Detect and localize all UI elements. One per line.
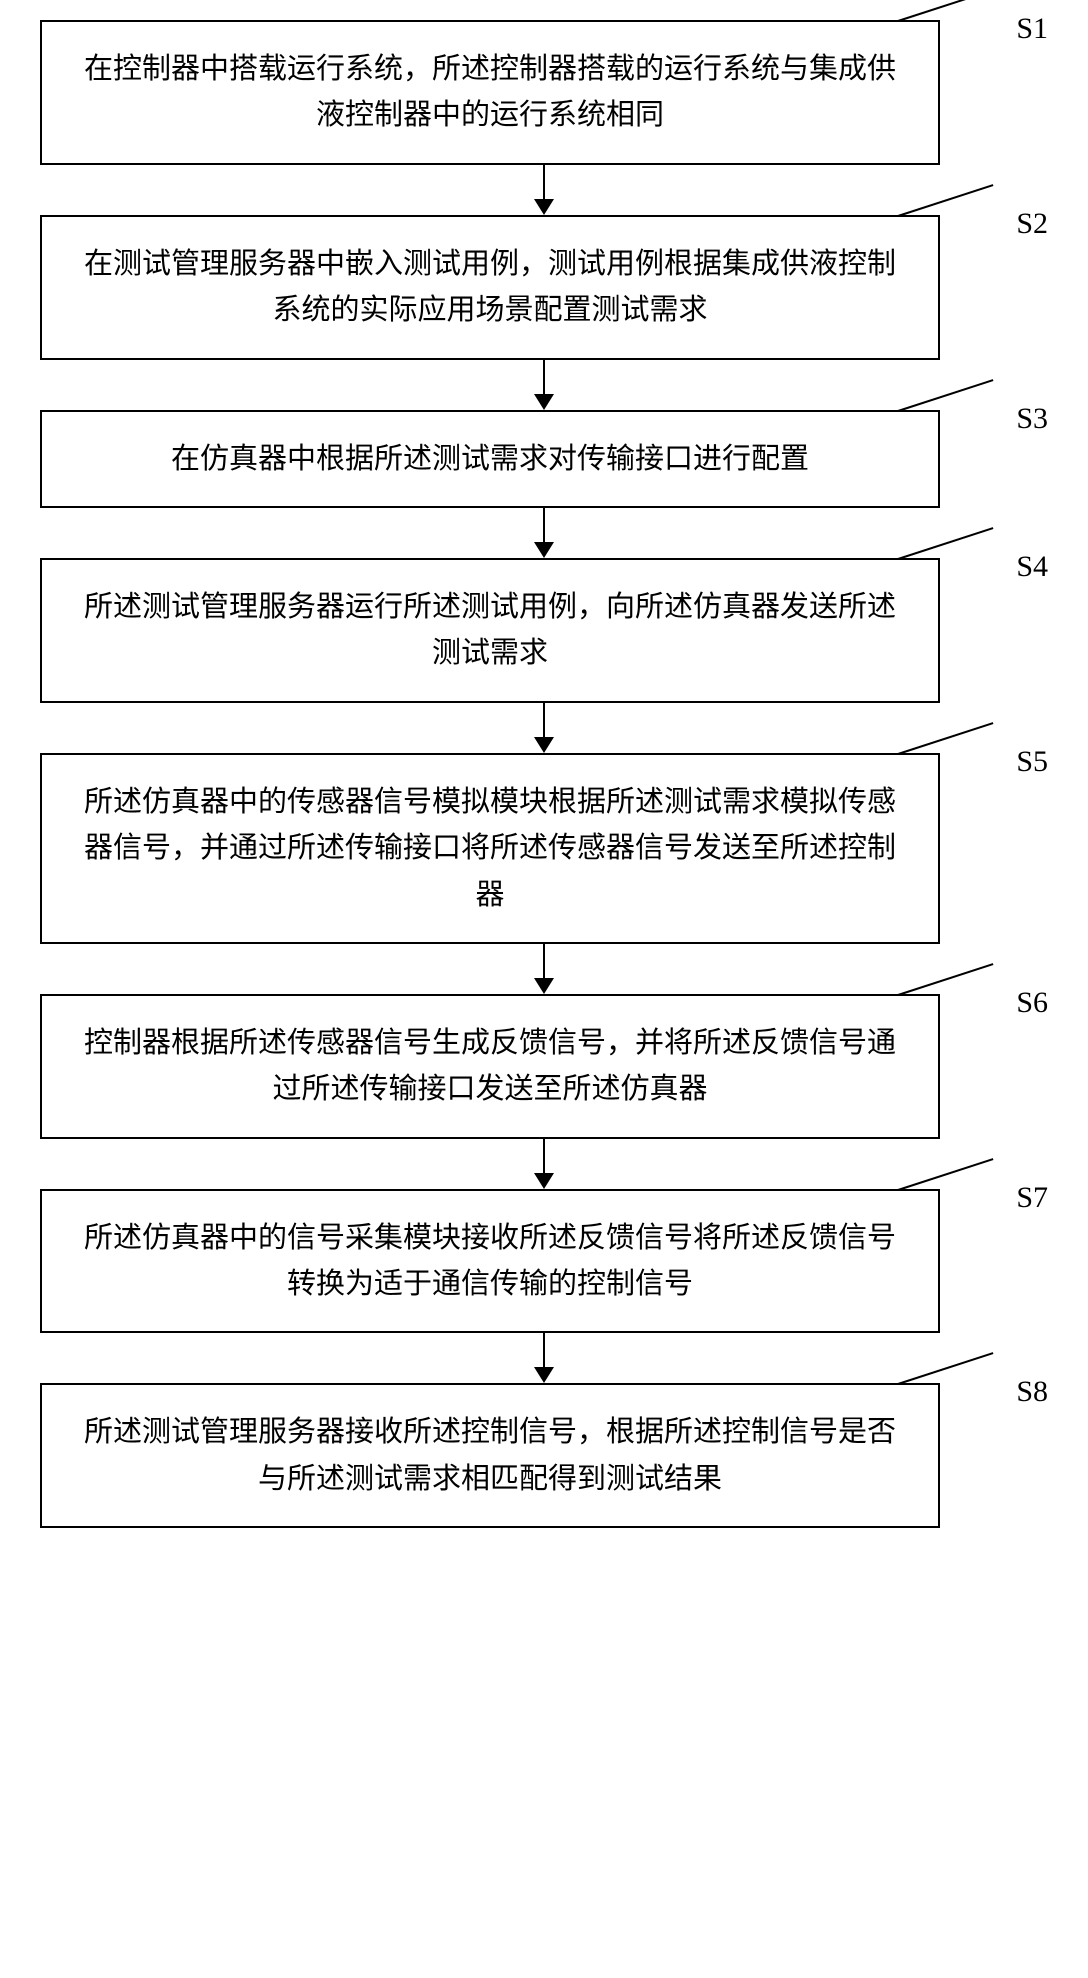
flowchart-arrow — [94, 703, 994, 753]
flowchart-arrow-head-icon — [534, 394, 554, 410]
flowchart-label-wrapper: S3 — [908, 410, 1048, 440]
flowchart-arrow-head-icon — [534, 199, 554, 215]
flowchart-step-label: S8 — [1016, 1375, 1048, 1409]
flowchart-step-row: 在控制器中搭载运行系统，所述控制器搭载的运行系统与集成供液控制器中的运行系统相同… — [40, 20, 1048, 165]
flowchart-step-row: 在仿真器中根据所述测试需求对传输接口进行配置 S3 — [40, 410, 1048, 508]
flowchart-step-text: 在控制器中搭载运行系统，所述控制器搭载的运行系统与集成供液控制器中的运行系统相同 — [72, 46, 908, 139]
flowchart-step-text: 在测试管理服务器中嵌入测试用例，测试用例根据集成供液控制系统的实际应用场景配置测… — [72, 241, 908, 334]
flowchart-step-label: S4 — [1016, 550, 1048, 584]
flowchart-step-box: 所述测试管理服务器运行所述测试用例，向所述仿真器发送所述测试需求 — [40, 558, 940, 703]
flowchart-label-wrapper: S7 — [908, 1189, 1048, 1219]
flowchart-step-box: 在仿真器中根据所述测试需求对传输接口进行配置 — [40, 410, 940, 508]
flowchart-arrow-head-icon — [534, 737, 554, 753]
flowchart-step-text: 所述仿真器中的信号采集模块接收所述反馈信号将所述反馈信号转换为适于通信传输的控制… — [72, 1215, 908, 1308]
flowchart-label-wrapper: S6 — [908, 994, 1048, 1024]
flowchart-step-box: 所述测试管理服务器接收所述控制信号，根据所述控制信号是否与所述测试需求相匹配得到… — [40, 1383, 940, 1528]
flowchart-step-row: 在测试管理服务器中嵌入测试用例，测试用例根据集成供液控制系统的实际应用场景配置测… — [40, 215, 1048, 360]
flowchart-step-box: 在控制器中搭载运行系统，所述控制器搭载的运行系统与集成供液控制器中的运行系统相同 — [40, 20, 940, 165]
flowchart-arrow — [94, 508, 994, 558]
flowchart-step-label: S5 — [1016, 745, 1048, 779]
flowchart-label-wrapper: S1 — [908, 20, 1048, 50]
flowchart-arrow-line — [543, 508, 545, 542]
flowchart-arrow — [94, 165, 994, 215]
flowchart-arrow-head-icon — [534, 1173, 554, 1189]
flowchart-arrow-head-icon — [534, 542, 554, 558]
flowchart-step-text: 所述仿真器中的传感器信号模拟模块根据所述测试需求模拟传感器信号，并通过所述传输接… — [72, 779, 908, 918]
flowchart-arrow-line — [543, 1139, 545, 1173]
flowchart-arrow-line — [543, 165, 545, 199]
flowchart-arrow-head-icon — [534, 1367, 554, 1383]
flowchart-arrow-line — [543, 944, 545, 978]
flowchart-label-wrapper: S4 — [908, 558, 1048, 588]
flowchart-label-wrapper: S2 — [908, 215, 1048, 245]
flowchart-container: 在控制器中搭载运行系统，所述控制器搭载的运行系统与集成供液控制器中的运行系统相同… — [40, 20, 1048, 1528]
flowchart-label-wrapper: S5 — [908, 753, 1048, 783]
flowchart-step-box: 所述仿真器中的传感器信号模拟模块根据所述测试需求模拟传感器信号，并通过所述传输接… — [40, 753, 940, 944]
flowchart-step-label: S6 — [1016, 986, 1048, 1020]
flowchart-step-box: 控制器根据所述传感器信号生成反馈信号，并将所述反馈信号通过所述传输接口发送至所述… — [40, 994, 940, 1139]
flowchart-step-label: S3 — [1016, 402, 1048, 436]
flowchart-step-text: 控制器根据所述传感器信号生成反馈信号，并将所述反馈信号通过所述传输接口发送至所述… — [72, 1020, 908, 1113]
flowchart-step-label: S2 — [1016, 207, 1048, 241]
flowchart-step-box: 在测试管理服务器中嵌入测试用例，测试用例根据集成供液控制系统的实际应用场景配置测… — [40, 215, 940, 360]
flowchart-step-text: 在仿真器中根据所述测试需求对传输接口进行配置 — [171, 436, 809, 482]
flowchart-arrow — [94, 1333, 994, 1383]
flowchart-arrow-line — [543, 1333, 545, 1367]
flowchart-step-box: 所述仿真器中的信号采集模块接收所述反馈信号将所述反馈信号转换为适于通信传输的控制… — [40, 1189, 940, 1334]
flowchart-label-connector-line — [898, 0, 994, 22]
flowchart-step-row: 所述测试管理服务器运行所述测试用例，向所述仿真器发送所述测试需求S4 — [40, 558, 1048, 703]
flowchart-arrow-line — [543, 360, 545, 394]
flowchart-arrow — [94, 360, 994, 410]
flowchart-label-wrapper: S8 — [908, 1383, 1048, 1413]
flowchart-step-row: 控制器根据所述传感器信号生成反馈信号，并将所述反馈信号通过所述传输接口发送至所述… — [40, 994, 1048, 1139]
flowchart-step-label: S1 — [1016, 12, 1048, 46]
flowchart-step-row: 所述测试管理服务器接收所述控制信号，根据所述控制信号是否与所述测试需求相匹配得到… — [40, 1383, 1048, 1528]
flowchart-step-row: 所述仿真器中的信号采集模块接收所述反馈信号将所述反馈信号转换为适于通信传输的控制… — [40, 1189, 1048, 1334]
flowchart-step-text: 所述测试管理服务器接收所述控制信号，根据所述控制信号是否与所述测试需求相匹配得到… — [72, 1409, 908, 1502]
flowchart-step-text: 所述测试管理服务器运行所述测试用例，向所述仿真器发送所述测试需求 — [72, 584, 908, 677]
flowchart-arrow — [94, 944, 994, 994]
flowchart-step-row: 所述仿真器中的传感器信号模拟模块根据所述测试需求模拟传感器信号，并通过所述传输接… — [40, 753, 1048, 944]
flowchart-arrow-head-icon — [534, 978, 554, 994]
flowchart-step-label: S7 — [1016, 1181, 1048, 1215]
flowchart-arrow — [94, 1139, 994, 1189]
flowchart-arrow-line — [543, 703, 545, 737]
